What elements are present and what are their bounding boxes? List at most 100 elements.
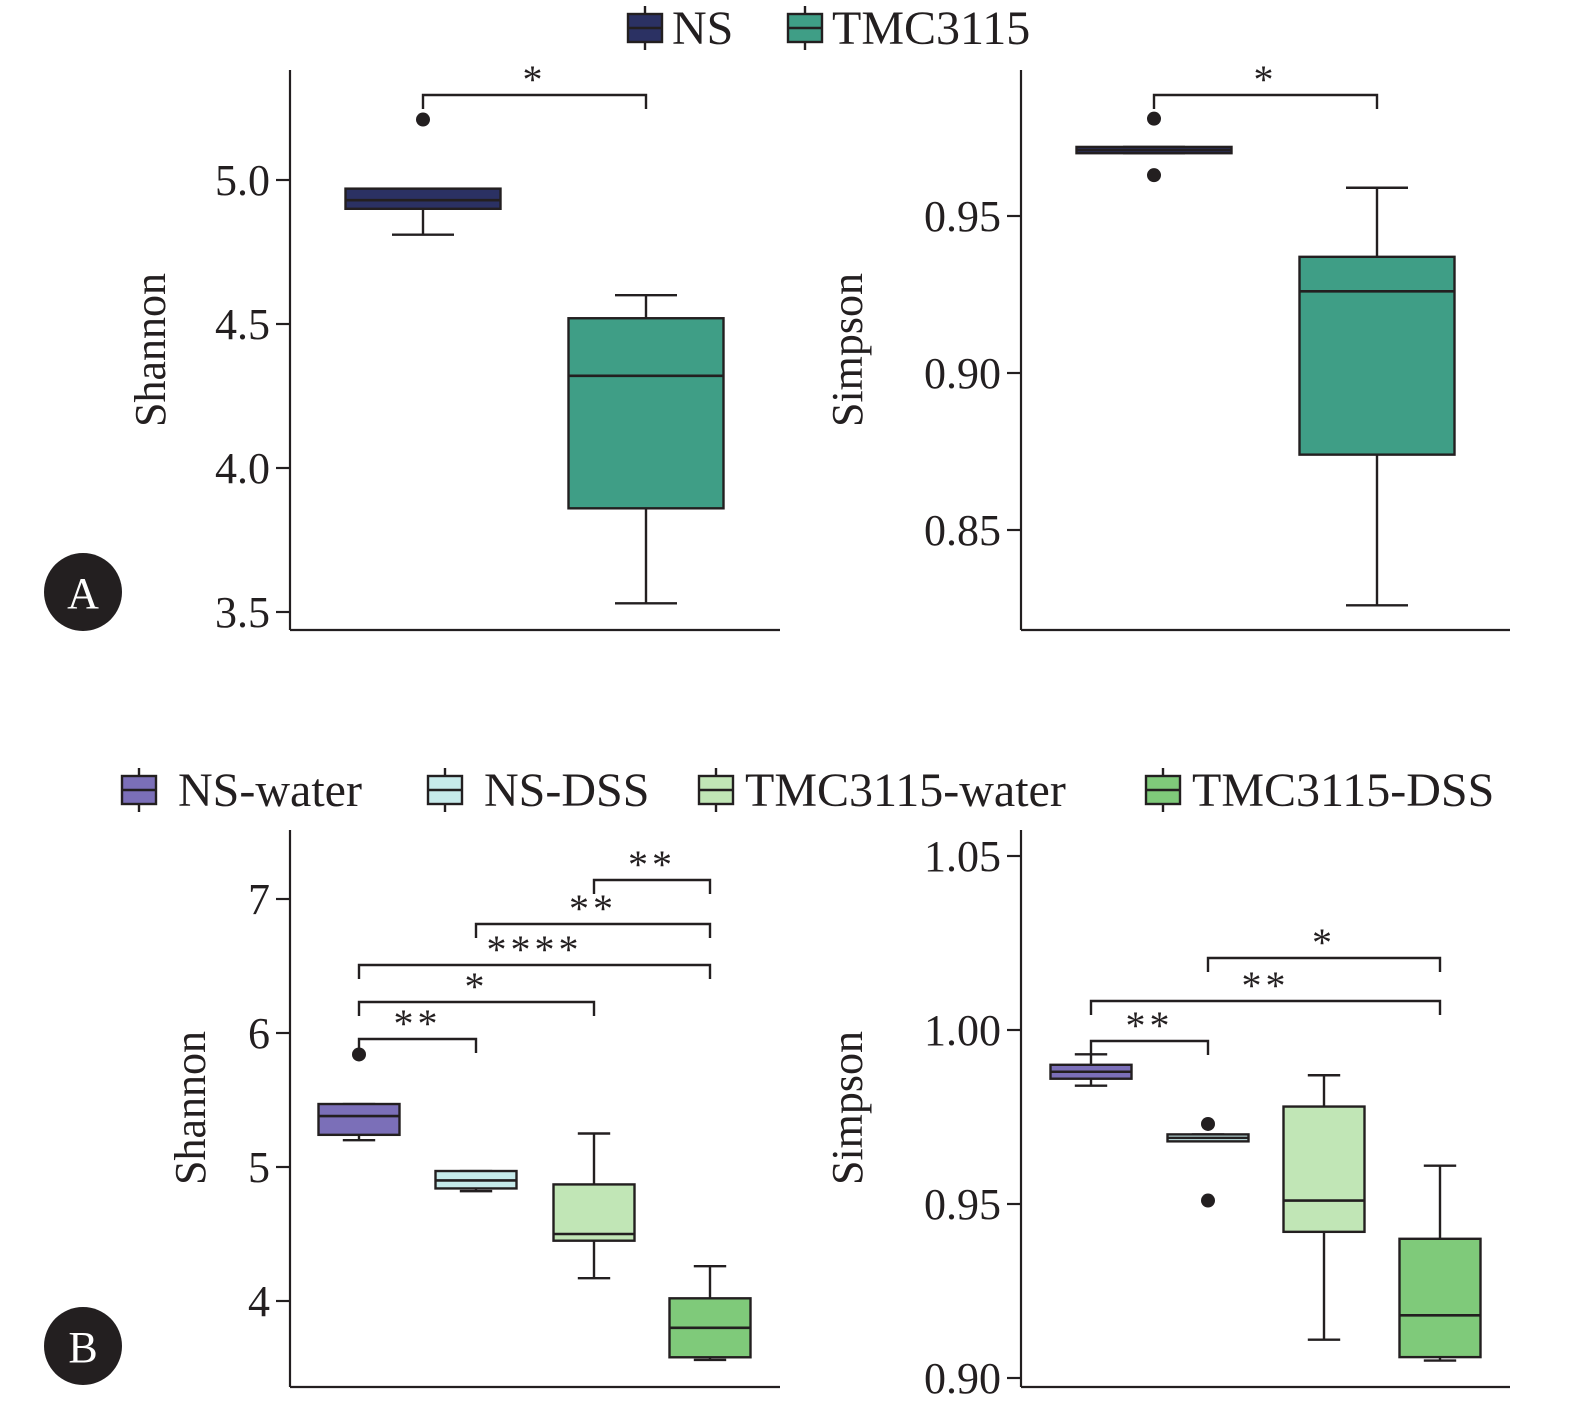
bracket-line bbox=[1089, 999, 1442, 1015]
significance-label: * bbox=[523, 57, 547, 102]
legend-label: TMC3115-DSS bbox=[1192, 764, 1494, 817]
legend-label: TMC3115-water bbox=[745, 764, 1066, 817]
box-body bbox=[552, 1183, 636, 1242]
significance-bracket: ** bbox=[357, 1001, 478, 1053]
y-tick-label: 4.5 bbox=[215, 300, 270, 349]
panel-label: B bbox=[44, 1307, 122, 1385]
outlier-point bbox=[1201, 1193, 1215, 1208]
box-tmc3115 bbox=[1298, 186, 1456, 607]
significance-label: ** bbox=[628, 842, 676, 887]
panel-label-circle bbox=[44, 1307, 122, 1385]
legend: NS TMC3115 bbox=[626, 2, 1030, 55]
significance-bracket: ** bbox=[1089, 963, 1442, 1015]
significance-label: * bbox=[1312, 920, 1336, 965]
y-tick-label: 0.95 bbox=[924, 192, 1001, 241]
box-tmc3115 bbox=[567, 294, 725, 605]
box-tmc3115-water bbox=[1282, 1074, 1366, 1341]
y-tick-label: 4.0 bbox=[215, 444, 270, 493]
significance-bracket: ** bbox=[592, 842, 712, 894]
bracket-line bbox=[1089, 1039, 1210, 1055]
significance-label: * bbox=[1254, 57, 1278, 102]
legend-item-tmc3115: TMC3115 bbox=[786, 2, 1030, 55]
significance-label: ** bbox=[1126, 1003, 1174, 1048]
panel-label-text: A bbox=[67, 569, 99, 618]
box-tmc3115-dss bbox=[1398, 1164, 1482, 1362]
legend-label: TMC3115 bbox=[832, 2, 1030, 55]
legend: NS-water NS-DSS TMC3115-water TMC3115-DSS bbox=[120, 764, 1494, 817]
box-body bbox=[317, 1102, 401, 1137]
significance-bracket: ** bbox=[1089, 1003, 1210, 1055]
legend-label: NS-water bbox=[178, 764, 362, 817]
bracket-line bbox=[357, 1037, 478, 1053]
significance-label: **** bbox=[487, 927, 583, 972]
significance-label: ** bbox=[1242, 963, 1290, 1008]
box-ns-water bbox=[1049, 1053, 1133, 1087]
box-tmc3115-water bbox=[552, 1132, 636, 1280]
legend-item-tmc3115-dss: TMC3115-DSS bbox=[1144, 764, 1494, 817]
y-tick-label: 5.0 bbox=[215, 156, 270, 205]
y-axis-title: Shannon bbox=[126, 273, 175, 427]
significance-label: * bbox=[465, 964, 489, 1009]
box-body bbox=[1398, 1237, 1482, 1359]
box-ns-dss bbox=[434, 1169, 518, 1193]
y-axis-title: Simpson bbox=[823, 1031, 872, 1185]
y-tick-label: 0.90 bbox=[924, 349, 1001, 398]
y-tick-label: 4 bbox=[248, 1277, 270, 1326]
box-body bbox=[567, 317, 725, 510]
outlier-point bbox=[416, 112, 430, 127]
panel-label-circle bbox=[44, 553, 122, 631]
y-tick-label: 3.5 bbox=[215, 588, 270, 637]
y-tick-label: 0.95 bbox=[924, 1180, 1001, 1229]
significance-bracket: * bbox=[1152, 57, 1379, 109]
panel-label-text: B bbox=[68, 1323, 97, 1372]
bracket-line bbox=[421, 93, 648, 109]
legend-label: NS-DSS bbox=[484, 764, 649, 817]
y-tick-label: 0.85 bbox=[924, 506, 1001, 555]
y-tick-label: 0.90 bbox=[924, 1354, 1001, 1403]
box-ns bbox=[344, 112, 502, 236]
legend-item-ns-dss: NS-DSS bbox=[426, 764, 649, 817]
chart-a-shannon: 3.5 4.0 4.5 5.0 Shannon * bbox=[126, 57, 780, 637]
y-axis-title: Simpson bbox=[823, 273, 872, 427]
bracket-line bbox=[1206, 956, 1442, 972]
legend-item-ns: NS bbox=[626, 2, 733, 55]
box-tmc3115-dss bbox=[668, 1264, 752, 1362]
legend-label: NS bbox=[672, 2, 733, 55]
bracket-line bbox=[1152, 93, 1379, 109]
legend-item-ns-water: NS-water bbox=[120, 764, 362, 817]
box-body bbox=[344, 187, 502, 210]
panel-label: A bbox=[44, 553, 122, 631]
y-tick-label: 1.05 bbox=[924, 832, 1001, 881]
significance-bracket: * bbox=[1206, 920, 1442, 972]
bracket-line bbox=[357, 963, 712, 979]
significance-bracket: * bbox=[421, 57, 648, 109]
significance-bracket: ** bbox=[474, 886, 712, 938]
box-body bbox=[1282, 1105, 1366, 1234]
significance-bracket: **** bbox=[357, 927, 712, 979]
outlier-point bbox=[352, 1047, 366, 1062]
bracket-line bbox=[592, 878, 712, 894]
chart-a-simpson: 0.85 0.90 0.95 Simpson * bbox=[823, 57, 1510, 632]
significance-label: ** bbox=[569, 886, 617, 931]
box-body bbox=[1298, 255, 1456, 456]
outlier-point bbox=[1147, 111, 1161, 126]
box-ns-water bbox=[317, 1047, 401, 1142]
significance-label: ** bbox=[394, 1001, 442, 1046]
y-tick-label: 5 bbox=[248, 1143, 270, 1192]
box-ns-dss bbox=[1166, 1116, 1250, 1208]
y-tick-label: 7 bbox=[248, 875, 270, 924]
legend-item-tmc3115-water: TMC3115-water bbox=[697, 764, 1066, 817]
y-tick-label: 1.00 bbox=[924, 1006, 1001, 1055]
panel-b: NS-water NS-DSS TMC3115-water TMC3115-DSS B 4… bbox=[44, 764, 1510, 1403]
box-ns bbox=[1075, 111, 1233, 183]
significance-bracket: * bbox=[357, 964, 596, 1016]
bracket-line bbox=[474, 922, 712, 938]
outlier-point bbox=[1147, 168, 1161, 183]
y-tick-label: 6 bbox=[248, 1009, 270, 1058]
y-axis-title: Shannon bbox=[166, 1031, 215, 1185]
outlier-point bbox=[1201, 1116, 1215, 1131]
